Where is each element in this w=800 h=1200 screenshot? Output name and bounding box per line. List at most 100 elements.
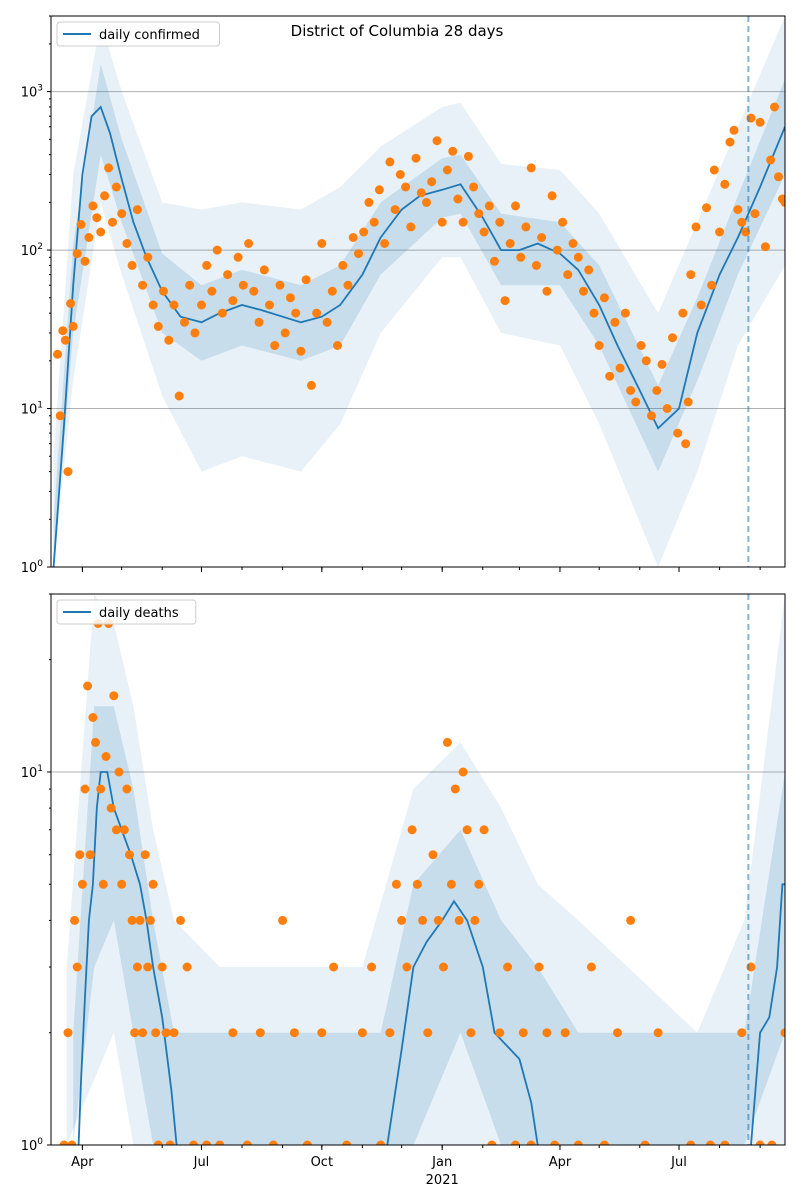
data-point	[657, 359, 667, 369]
data-point	[70, 915, 80, 925]
data-point	[770, 102, 779, 112]
data-point	[75, 850, 85, 860]
data-point	[289, 1028, 299, 1038]
data-point	[586, 962, 596, 972]
data-point	[668, 333, 677, 343]
data-point	[626, 386, 636, 395]
data-point	[737, 217, 747, 227]
data-point	[402, 962, 412, 972]
data-point	[228, 296, 238, 306]
data-point	[550, 1140, 560, 1145]
data-point	[563, 270, 573, 280]
data-point	[182, 962, 192, 972]
data-point	[505, 239, 515, 248]
data-point	[729, 125, 739, 135]
data-point	[348, 233, 358, 242]
data-point	[55, 411, 65, 421]
data-point	[306, 380, 316, 390]
data-point	[151, 1028, 161, 1038]
data-point	[122, 239, 132, 248]
band-inner	[73, 706, 785, 1145]
data-point	[117, 879, 127, 889]
data-point	[202, 260, 212, 270]
data-point	[111, 182, 121, 192]
data-point	[80, 784, 90, 794]
data-point	[164, 335, 174, 345]
data-point	[458, 217, 468, 227]
data-point	[255, 1028, 265, 1038]
data-point	[542, 1028, 552, 1038]
data-point	[526, 163, 536, 173]
data-point	[521, 222, 531, 232]
data-point	[301, 275, 311, 285]
data-point	[432, 136, 442, 146]
data-point	[280, 328, 290, 338]
data-point	[58, 326, 68, 336]
data-point	[138, 280, 148, 290]
data-point	[631, 397, 641, 407]
y-tick-label: 103	[21, 84, 43, 101]
data-point	[750, 209, 760, 219]
data-point	[228, 1028, 238, 1038]
data-point	[423, 1028, 433, 1038]
data-point	[63, 467, 73, 477]
data-point	[135, 915, 145, 925]
data-point	[534, 962, 544, 972]
data-point	[233, 252, 243, 262]
data-point	[691, 222, 701, 232]
data-point	[59, 1140, 69, 1145]
data-point	[526, 1140, 536, 1145]
data-point	[453, 194, 463, 204]
data-point	[101, 752, 111, 761]
y-tick-label: 101	[21, 401, 43, 418]
band-inner	[53, 63, 785, 567]
data-point	[428, 850, 438, 860]
data-point	[212, 245, 222, 255]
data-point	[217, 308, 227, 318]
data-point	[76, 220, 86, 229]
data-point	[67, 1140, 77, 1145]
data-point	[376, 1140, 386, 1145]
data-point	[678, 308, 688, 318]
data-point	[157, 962, 167, 972]
data-point	[106, 803, 116, 813]
data-point	[302, 1140, 312, 1145]
data-point	[437, 217, 447, 227]
data-point	[427, 177, 437, 187]
data-point	[605, 371, 615, 381]
data-point	[138, 1028, 148, 1038]
data-point	[296, 346, 306, 356]
data-point	[122, 784, 132, 794]
x-tick-label: Jan	[431, 1155, 452, 1170]
data-point	[207, 286, 217, 296]
data-point	[140, 850, 150, 860]
data-point	[278, 915, 288, 925]
data-point	[88, 713, 98, 722]
data-point	[317, 239, 327, 248]
data-point	[442, 165, 452, 175]
data-point	[189, 1140, 199, 1145]
data-point	[244, 239, 254, 248]
data-point	[412, 879, 422, 889]
data-point	[696, 300, 706, 310]
data-point	[153, 1140, 163, 1145]
data-point	[458, 767, 468, 777]
data-point	[364, 197, 374, 207]
data-point	[80, 256, 90, 266]
data-point	[317, 1028, 327, 1038]
data-point	[242, 1140, 252, 1145]
data-point	[615, 363, 625, 373]
legend-label: daily deaths	[99, 606, 179, 621]
y-tick-label: 100	[21, 559, 44, 576]
data-point	[640, 1140, 650, 1145]
data-point	[683, 397, 693, 407]
data-point	[686, 1140, 696, 1145]
data-point	[148, 300, 158, 310]
legend: daily confirmed	[56, 21, 220, 47]
data-point	[84, 233, 94, 242]
data-point	[599, 1140, 609, 1145]
x-tick-label: Jul	[193, 1155, 210, 1170]
data-point	[359, 227, 369, 237]
data-point	[380, 239, 390, 248]
data-point	[720, 179, 730, 189]
